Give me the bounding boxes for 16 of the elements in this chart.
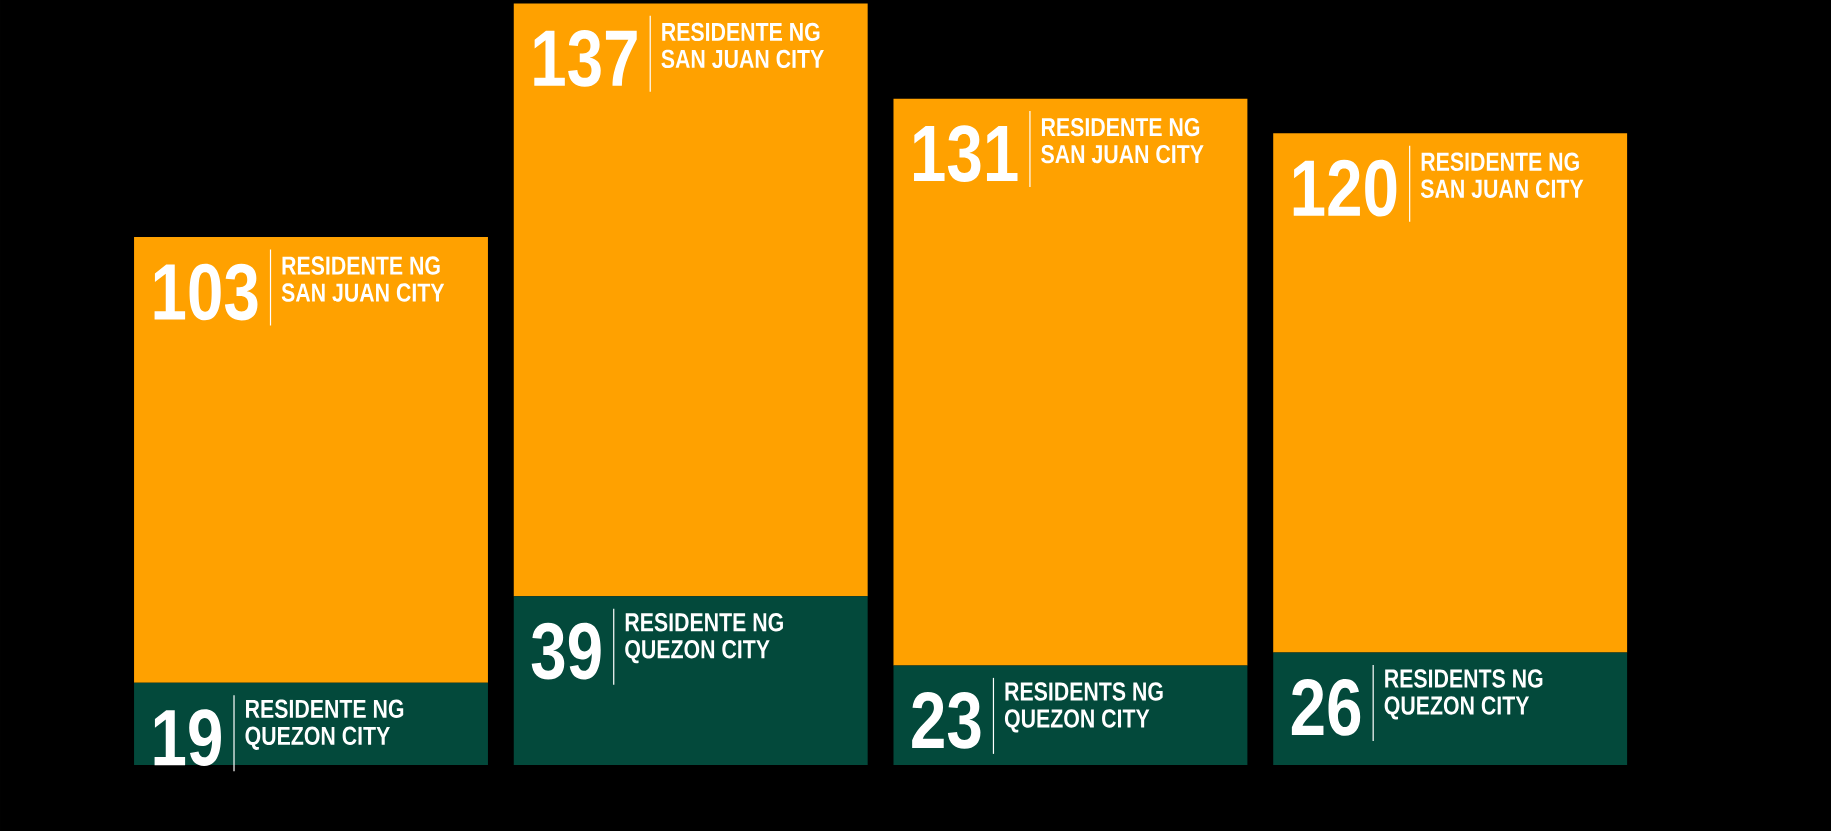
annotation: RESIDENTS NG QUEZON CITY bbox=[1384, 669, 1543, 720]
annotation: RESIDENTE NG SAN JUAN CITY bbox=[281, 256, 445, 302]
annotation: RESIDENTE NG QUEZON CITY bbox=[625, 613, 783, 664]
data-label: 39 bbox=[531, 622, 601, 680]
annotation: RESIDENTE NG SAN JUAN CITY bbox=[1041, 117, 1204, 164]
data-label: 120 bbox=[1293, 159, 1397, 217]
data-label: 26 bbox=[1291, 679, 1361, 736]
annotation: RESIDENTS NG QUEZON CITY bbox=[1004, 682, 1163, 733]
data-label: 23 bbox=[912, 692, 981, 749]
data-label: 137 bbox=[534, 30, 637, 87]
data-label: 131 bbox=[914, 125, 1018, 182]
annotation: RESIDENTE NG SAN JUAN CITY bbox=[1420, 152, 1584, 198]
data-label: 19 bbox=[154, 709, 221, 766]
data-label: 103 bbox=[154, 263, 258, 321]
annotation: RESIDENTE NG SAN JUAN CITY bbox=[661, 22, 824, 69]
annotation: RESIDENTE NG QUEZON CITY bbox=[245, 699, 404, 750]
